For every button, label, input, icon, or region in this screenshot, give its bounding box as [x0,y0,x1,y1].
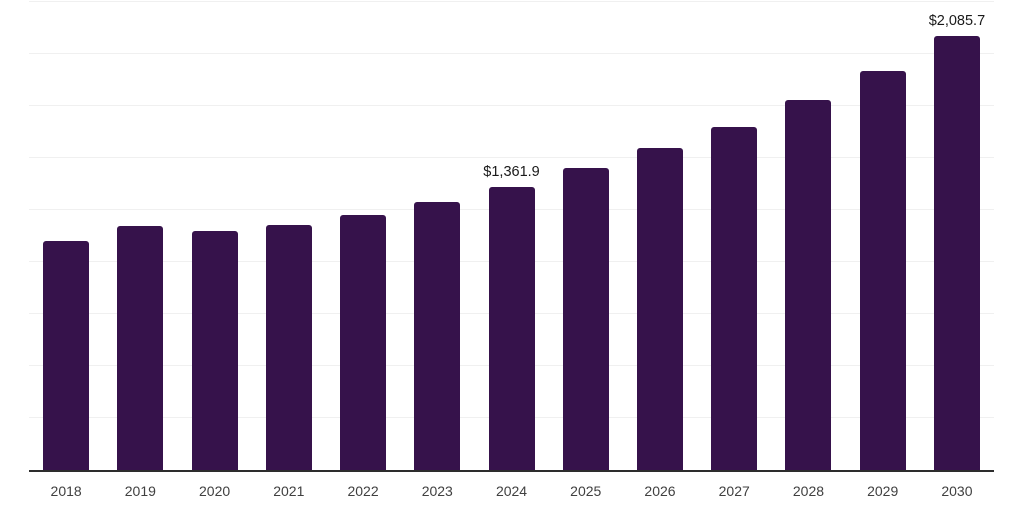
bar-column-2020: 2020 [177,2,251,498]
gridline-2250 [29,1,994,2]
bar-2018 [43,240,90,470]
bar-column-2019: 2019 [103,2,177,498]
plot-area: 2018 2019 2020 2021 2022 2023 $1,361.9 2024 2025… [29,1,994,498]
bar-2023 [414,202,461,470]
x-tick-label-2020: 2020 [199,483,231,499]
bar-column-2030: $2,085.7 2030 [920,2,994,498]
bar-2025 [562,167,609,470]
bar-value-label-2024: $1,361.9 [483,163,540,180]
gridline-1500 [29,157,994,159]
x-tick-label-2026: 2026 [644,483,676,499]
gridline-2000 [29,53,994,54]
x-tick-label-2023: 2023 [421,483,453,499]
x-tick-label-2027: 2027 [718,483,750,499]
x-tick-label-2028: 2028 [792,483,825,499]
bar-2028 [785,100,832,470]
bar-column-2023: 2023 [400,2,474,498]
x-tick-label-2022: 2022 [347,483,379,499]
x-tick-label-2029: 2029 [867,483,899,499]
bar-2030 [933,36,980,470]
x-tick-label-2030: 2030 [941,483,973,499]
bar-column-2024: $1,361.9 2024 [474,2,548,498]
bar-2026 [636,148,683,470]
bar-column-2025: 2025 [549,2,623,498]
gridline-1750 [29,105,994,106]
x-tick-label-2024: 2024 [495,483,528,499]
x-tick-label-2025: 2025 [570,483,602,499]
bar-value-label-2030: $2,085.7 [928,13,986,30]
bar-column-2018: 2018 [29,2,103,498]
bar-2029 [859,71,906,470]
bar-column-2027: 2027 [697,2,771,498]
bar-column-2021: 2021 [252,2,326,498]
bar-2022 [340,215,387,470]
bar-2019 [117,226,164,470]
bar-column-2026: 2026 [623,2,697,498]
bar-column-2022: 2022 [326,2,400,498]
bar-columns: 2018 2019 2020 2021 2022 2023 $1,361.9 2024 2025… [29,2,994,498]
x-tick-label-2018: 2018 [50,483,82,499]
bar-2020 [191,231,238,470]
bar-2024 [488,186,535,470]
x-tick-label-2021: 2021 [273,483,305,499]
bar-column-2029: 2029 [846,2,920,498]
bar-2027 [711,126,758,470]
x-tick-label-2019: 2019 [124,483,156,499]
bar-2021 [265,225,312,470]
bar-column-2028: 2028 [771,2,845,498]
